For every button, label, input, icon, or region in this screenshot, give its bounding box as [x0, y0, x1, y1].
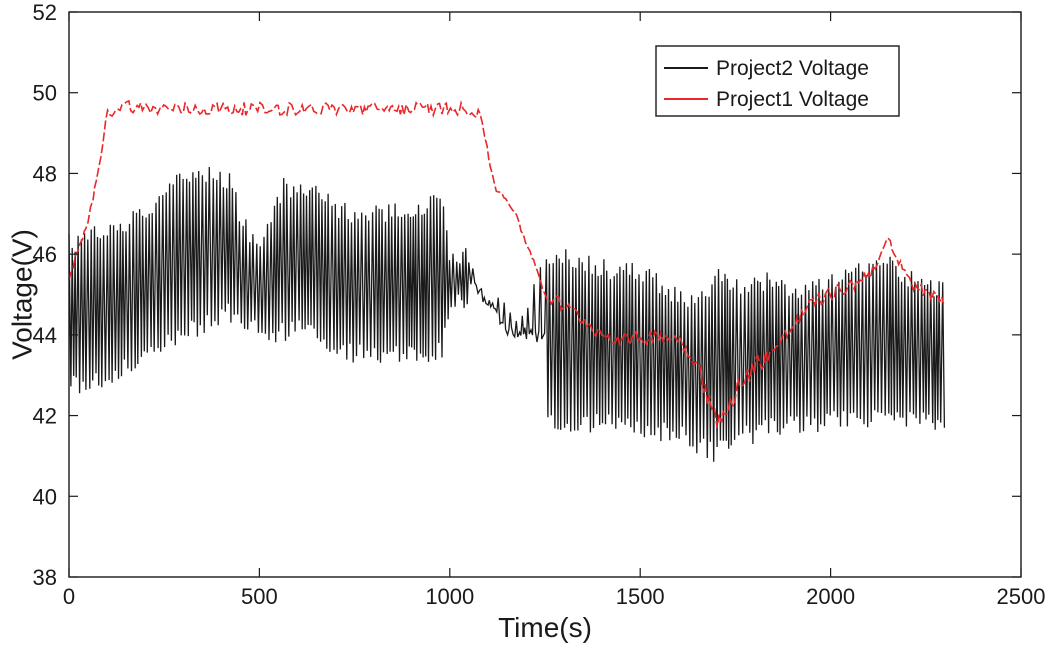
axes-layer: 0 500 1000 1500 2000 2500 38 40 42 44 46 48 50 52 [33, 0, 1046, 609]
y-tick-label: 52 [33, 0, 57, 25]
y-axis-title: Voltage(V) [6, 229, 37, 360]
x-tick-label: 500 [241, 584, 278, 609]
data-layer [68, 99, 946, 462]
y-tick-label: 44 [33, 323, 57, 348]
x-tick-label: 1000 [425, 584, 474, 609]
x-tick-label: 2500 [997, 584, 1046, 609]
y-tick-label: 48 [33, 161, 57, 186]
x-tick-label: 2000 [806, 584, 855, 609]
y-tick-label: 38 [33, 565, 57, 590]
x-axis-title: Time(s) [498, 612, 592, 643]
legend: Project2 Voltage Project1 Voltage [655, 45, 900, 117]
legend-label-project2: Project2 Voltage [716, 57, 869, 80]
x-tick-label: 0 [63, 584, 75, 609]
y-tick-label: 42 [33, 404, 57, 429]
legend-box [655, 45, 900, 117]
y-tick-label: 50 [33, 81, 57, 106]
y-tick-label: 40 [33, 484, 57, 509]
series-project1-voltage-line [68, 99, 945, 429]
legend-label-project1: Project1 Voltage [716, 88, 869, 111]
y-tick-label: 46 [33, 242, 57, 267]
series-project2-voltage-line [68, 166, 946, 462]
axes-frame [68, 11, 1022, 578]
x-tick-label: 1500 [616, 584, 665, 609]
